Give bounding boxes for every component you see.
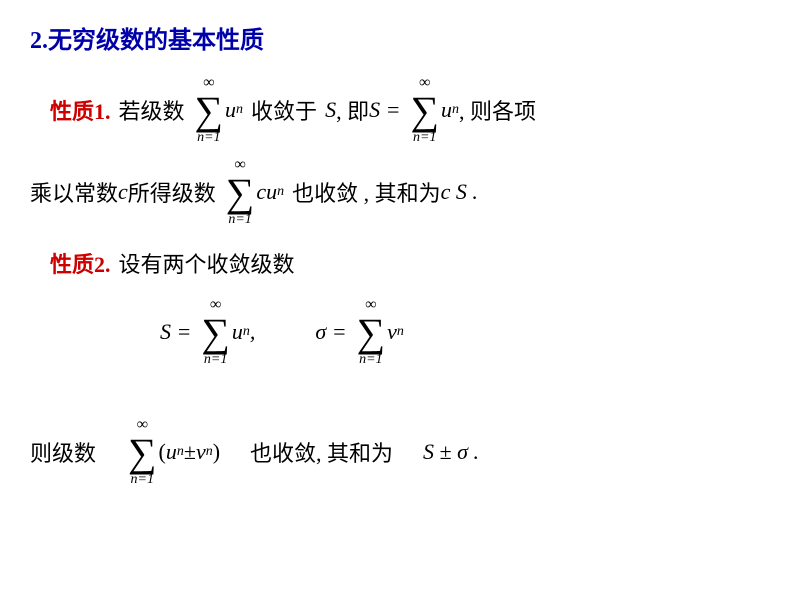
comma: , [250,319,256,345]
prop1-line2: 乘以常数 c 所得级数 ∞ ∑ n=1 c un 也收敛 , 其和为 c S . [30,157,770,227]
prop1-line1: 性质1. 若级数 ∞ ∑ n=1 un 收敛于 S , 即 S = ∞ ∑ n=… [50,75,770,145]
sigma-sum: ∞ ∑ n=1 [357,297,386,367]
result: c S . [441,179,478,205]
text: 也收敛 , 其和为 [292,176,441,208]
eq: σ = [315,319,346,345]
text: 则级数 [30,436,96,468]
prop2-line1: 性质2. 设有两个收敛级数 [50,247,770,279]
text: , 即 [336,94,369,126]
term: ( un ± vn ) [159,439,221,465]
section-heading: 2.无穷级数的基本性质 [30,20,770,55]
prop2-line3: 则级数 ∞ ∑ n=1 ( un ± vn ) 也收敛, 其和为 S ± σ . [30,417,770,487]
prop1-label: 性质1. [50,94,111,126]
sigma-sum: ∞ ∑ n=1 [128,417,157,487]
sigma-sum: ∞ ∑ n=1 [410,75,439,145]
text: 所得级数 [128,176,216,208]
term: vn [387,319,404,345]
term: c un [256,179,284,205]
sigma-sum: ∞ ∑ n=1 [226,157,255,227]
term: un [232,319,250,345]
eq: S = [369,97,400,123]
prop2-eqs: S = ∞ ∑ n=1 un , σ = ∞ ∑ n=1 vn [160,297,770,367]
text: 收敛于 [251,94,317,126]
var-S: S [325,97,336,123]
term: un [441,97,459,123]
text: 乘以常数 [30,176,118,208]
eq: S = [160,319,191,345]
text: 若级数 [119,94,185,126]
term: un [225,97,243,123]
sigma-sum: ∞ ∑ n=1 [201,297,230,367]
result: S ± σ . [423,439,479,465]
text: 设有两个收敛级数 [119,247,295,279]
var-c: c [118,179,128,205]
prop2-label: 性质2. [50,247,111,279]
text: , 则各项 [459,94,536,126]
sigma-sum: ∞ ∑ n=1 [195,75,224,145]
text: 也收敛, 其和为 [250,436,393,468]
